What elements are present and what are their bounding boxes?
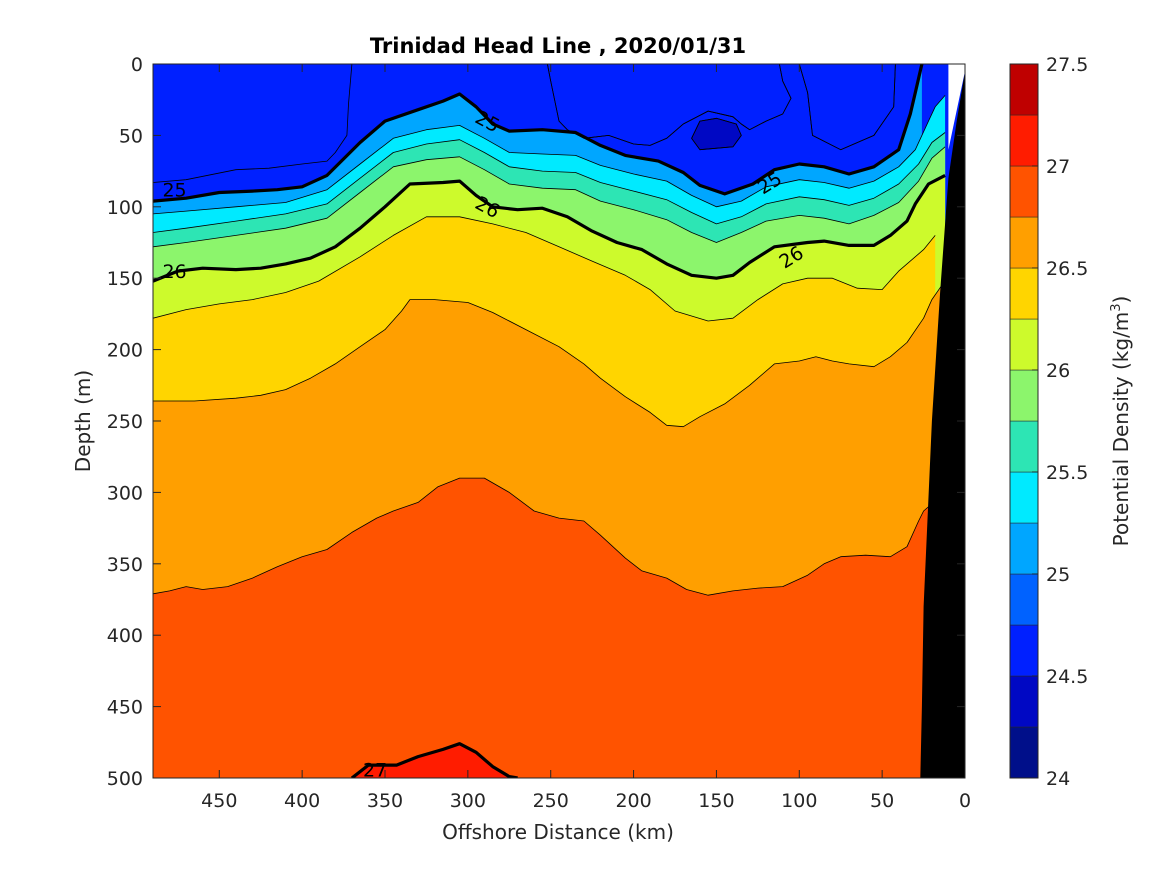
y-tick-label: 350 <box>107 554 143 576</box>
contour-line-labeled-25 <box>153 64 924 203</box>
y-tick-label: 400 <box>107 625 143 647</box>
contour-line-24.25 <box>691 117 742 151</box>
contour-line-26.25 <box>153 216 936 322</box>
contour-line-25.5 <box>153 132 946 233</box>
contour-line-26.5 <box>153 285 943 428</box>
colorbar-swatch <box>1009 267 1039 320</box>
contour-band-27 <box>351 743 518 778</box>
x-tick-label: 350 <box>367 790 403 812</box>
x-tick-label: 400 <box>284 790 320 812</box>
contour-label-27: 27 <box>363 759 387 781</box>
colorbar-swatch <box>1009 318 1039 371</box>
x-tick-label: 0 <box>959 790 971 812</box>
colorbar-tick-label: 26 <box>1046 360 1070 382</box>
colorbar-swatch <box>1009 165 1039 218</box>
y-tick-label: 50 <box>119 125 143 147</box>
colorbar-swatch <box>1009 114 1039 167</box>
colorbar-label-close: ) <box>1109 296 1133 304</box>
contour-label-25: 25 <box>162 180 186 202</box>
axes: 450 400 350 300 250 200 150 100 50 00501001502002… <box>107 54 971 812</box>
colorbar-swatch <box>1009 624 1039 677</box>
colorbar-label: Potential Density (kg/m3) <box>1109 296 1133 547</box>
y-tick-label: 450 <box>107 697 143 719</box>
colorbar: 24 24.5 25 25.5 26 26.5 27 27.5 <box>1009 54 1088 790</box>
chart-title: Trinidad Head Line , 2020/01/31 <box>370 34 746 58</box>
colorbar-tick-label: 27 <box>1046 156 1070 178</box>
y-tick-label: 250 <box>107 411 143 433</box>
colorbar-swatch <box>1009 369 1039 422</box>
y-axis-label: Depth (m) <box>71 370 95 472</box>
x-tick-label: 250 <box>533 790 569 812</box>
colorbar-tick-label: 25.5 <box>1046 462 1088 484</box>
y-tick-label: 100 <box>107 197 143 219</box>
colorbar-tick-label: 26.5 <box>1046 258 1088 280</box>
colorbar-swatch <box>1009 675 1039 728</box>
contour-line-26.75 <box>153 477 958 596</box>
x-tick-label: 100 <box>781 790 817 812</box>
x-tick-label: 450 <box>201 790 237 812</box>
contour-band-24.5 <box>153 64 352 183</box>
no-data-mask <box>948 64 965 150</box>
x-tick-label: 200 <box>615 790 651 812</box>
contour-band-26.75 <box>153 478 957 778</box>
colorbar-tick-label: 25 <box>1046 564 1070 586</box>
bathymetry-mask <box>920 71 965 778</box>
x-tick-label: 50 <box>870 790 894 812</box>
contour-line-labeled-26 <box>153 173 946 283</box>
y-tick-label: 150 <box>107 268 143 290</box>
contour-line-labeled-27 <box>350 742 518 778</box>
colorbar-swatch <box>1009 216 1039 269</box>
contour-line-25.25 <box>153 95 946 215</box>
contour-line-24.75 <box>153 64 353 183</box>
colorbar-swatch <box>1009 573 1039 626</box>
colorbar-label-superscript: 3 <box>1109 303 1124 311</box>
colorbar-label-text: Potential Density (kg/m <box>1109 312 1133 547</box>
contour-line-25.75 <box>153 146 946 248</box>
contour-line-24.5 <box>798 64 896 151</box>
y-tick-label: 0 <box>131 54 143 76</box>
colorbar-tick-label: 27.5 <box>1046 54 1088 76</box>
contour-label-26: 26 <box>162 261 186 283</box>
colorbar-swatch <box>1009 63 1039 116</box>
x-tick-label: 150 <box>698 790 734 812</box>
colorbar-swatch <box>1009 522 1039 575</box>
y-tick-label: 300 <box>107 482 143 504</box>
colorbar-frame <box>1009 63 1039 779</box>
x-axis-label: Offshore Distance (km) <box>442 820 674 844</box>
colorbar-swatch <box>1009 471 1039 524</box>
contour-fill-group <box>153 64 965 778</box>
colorbar-swatch <box>1009 726 1039 779</box>
colorbar-tick-label: 24.5 <box>1046 666 1088 688</box>
y-tick-label: 500 <box>107 768 143 790</box>
colorbar-swatch <box>1009 420 1039 473</box>
x-tick-label: 300 <box>450 790 486 812</box>
colorbar-tick-label: 24 <box>1046 768 1070 790</box>
y-tick-label: 200 <box>107 340 143 362</box>
